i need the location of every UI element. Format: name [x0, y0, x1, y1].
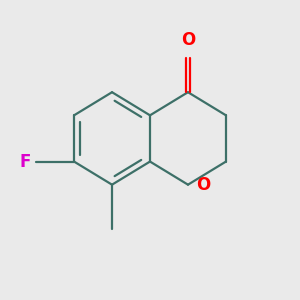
Text: O: O	[181, 31, 195, 49]
Text: O: O	[196, 176, 211, 194]
Text: F: F	[20, 153, 31, 171]
